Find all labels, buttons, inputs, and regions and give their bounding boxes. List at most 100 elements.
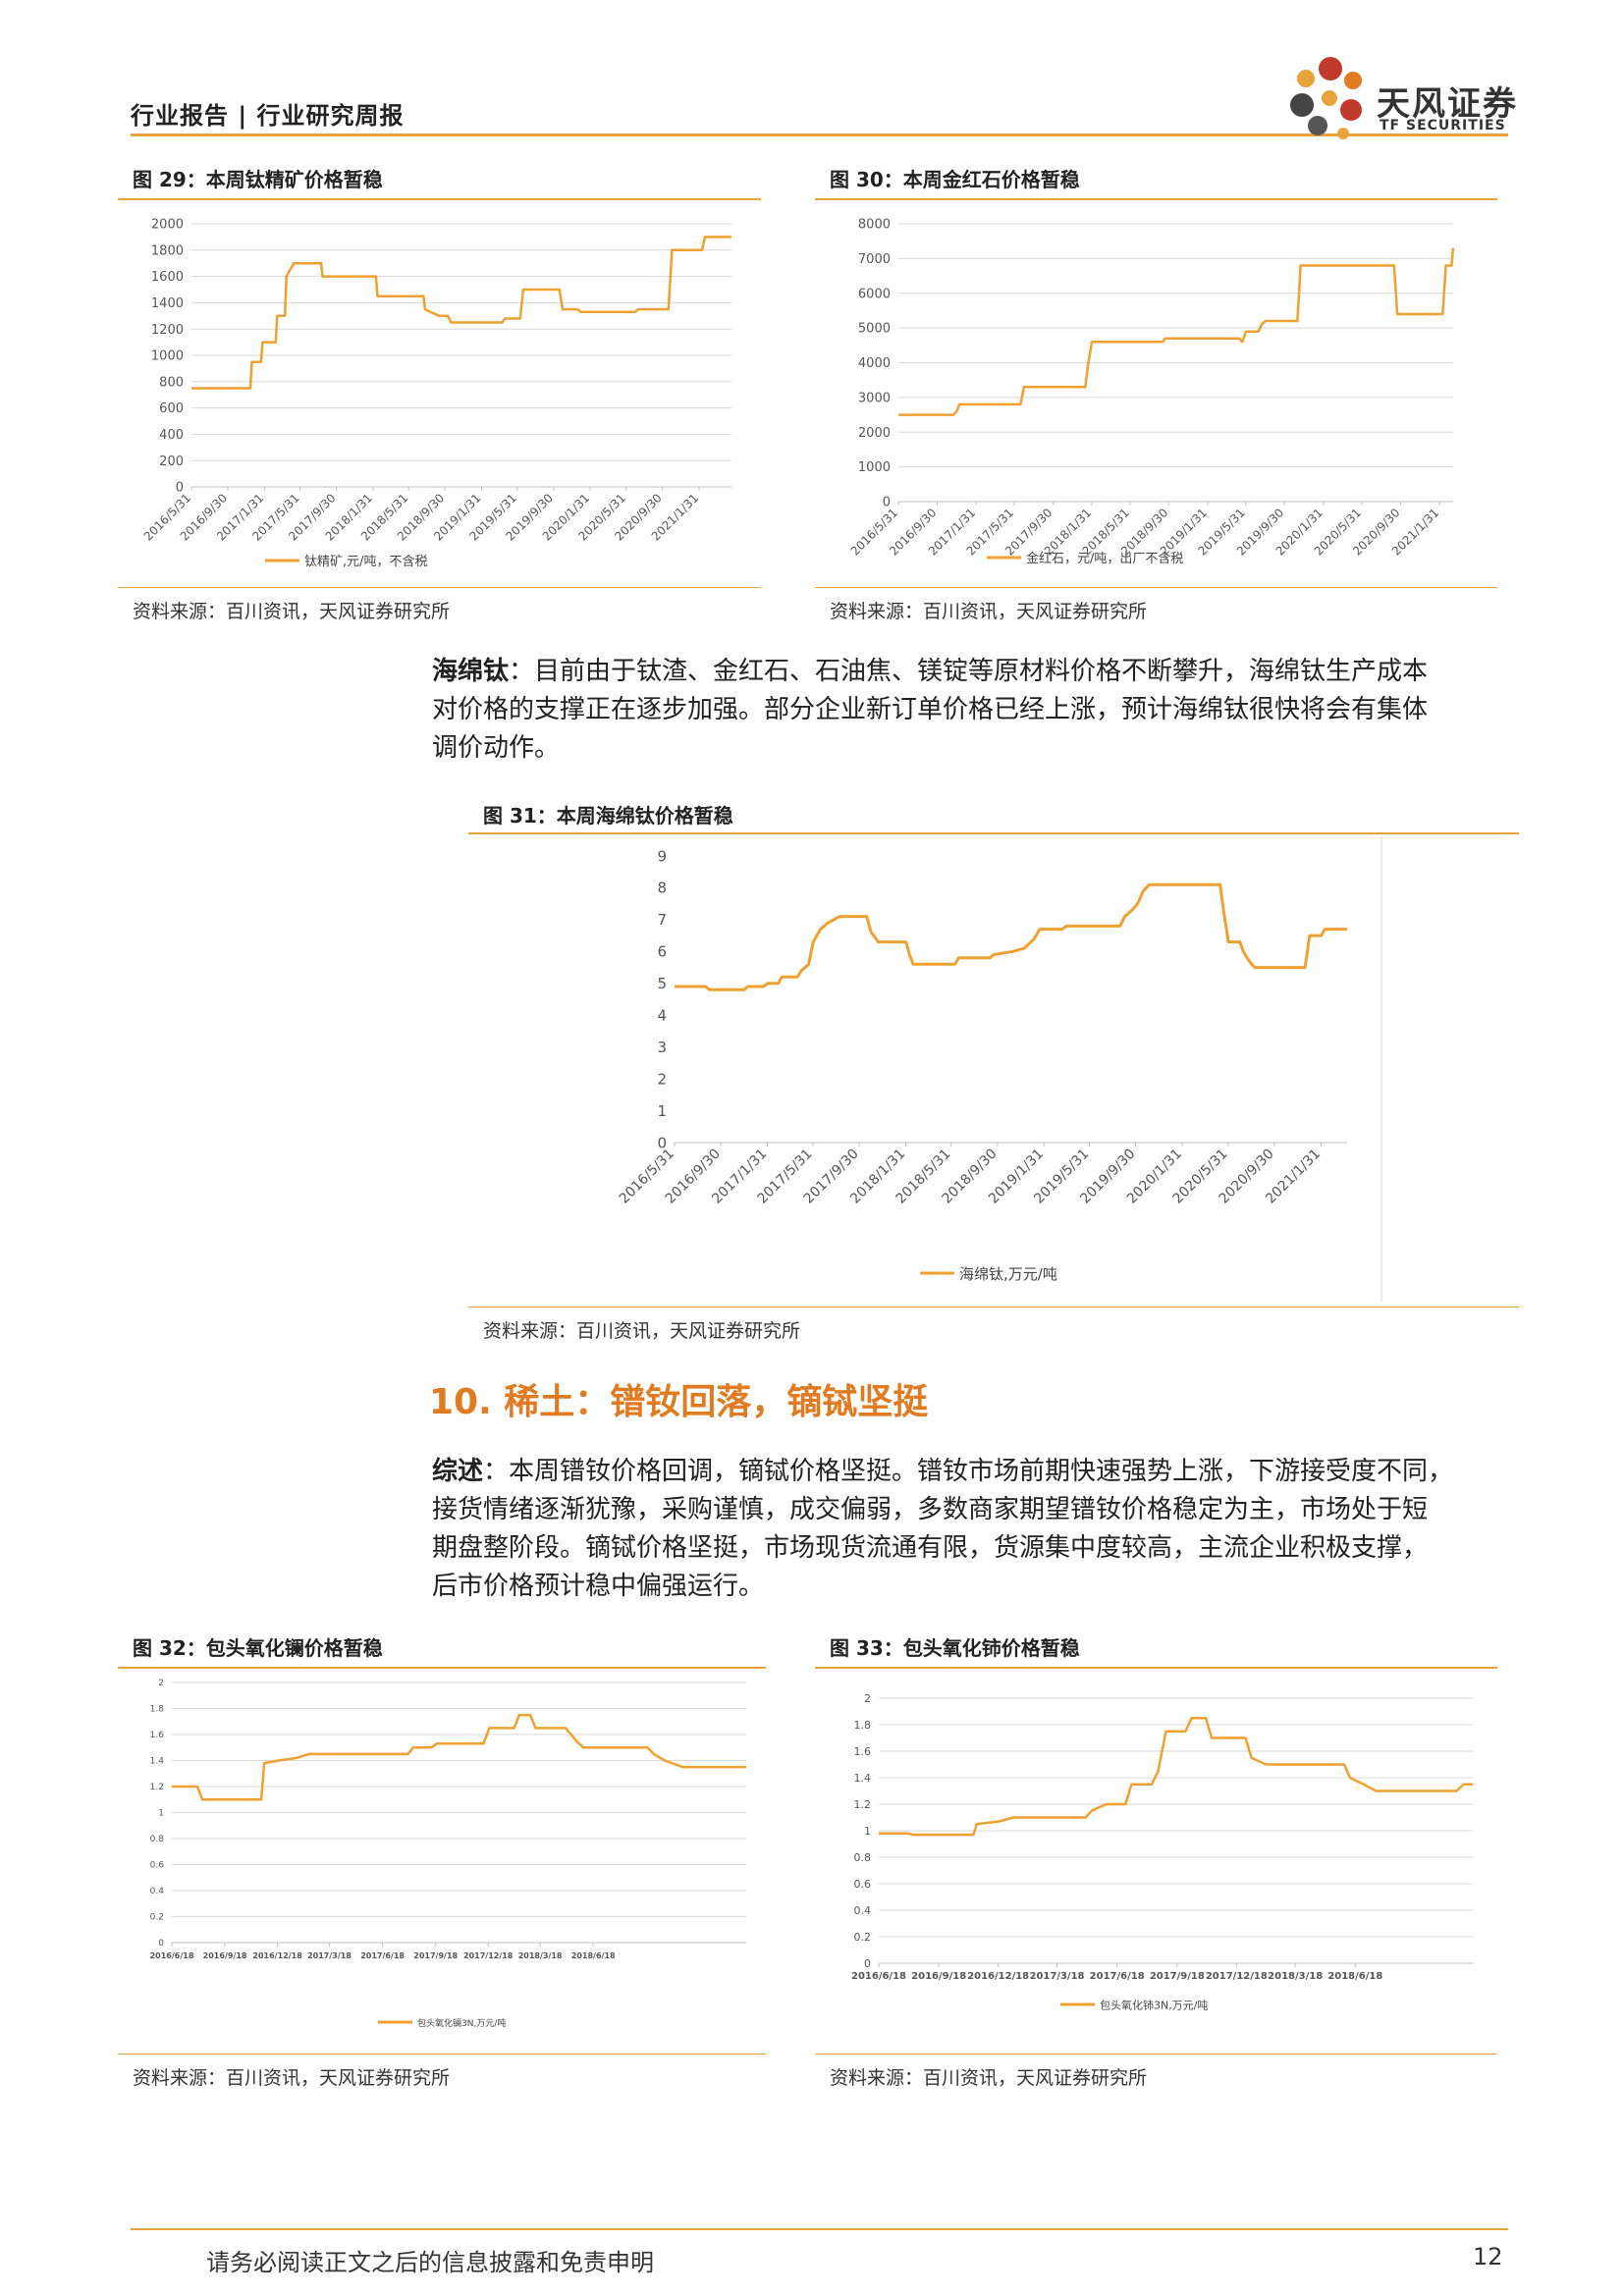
legend-label: 包头氧化镧3N,万元/吨 — [417, 2017, 506, 2029]
y-tick-label: 2000 — [151, 218, 184, 233]
paragraph2-lead: 综述 — [432, 1457, 484, 1486]
fig32-chart: 0 0.2 0.4 0.6 0.8 1 1.2 1.4 1.6 1.8 2 2016/6/18 2016… — [118, 1671, 766, 2049]
series-line — [172, 1713, 746, 1801]
paragraph-summary: 综述：本周镨钕价格回调，镝铽价格坚挺。镨钕市场前期快速强势上涨，下游接受度不同，… — [432, 1453, 1512, 1606]
y-tick-label: 4000 — [858, 356, 891, 371]
logo-mark-icon — [1290, 57, 1362, 139]
fig29-chart: 0 200 400 600 800 1000 1200 1400 1600 1800 2000 201… — [118, 202, 761, 585]
paragraph1-line-1: ：目前由于钛渣、金红石、石油焦、镁锭等原材料价格不断攀升，海绵钛生产成本 — [509, 657, 1429, 686]
y-tick-label: 0.6 — [150, 1861, 165, 1871]
x-tick-label: 2016/6/18 — [150, 1951, 194, 1960]
footer-rule — [131, 2228, 1508, 2230]
fig29-title: 图 29：本周钛精矿价格暂稳 — [133, 168, 383, 191]
y-tick-label: 2 — [657, 1070, 667, 1088]
y-tick-label: 0 — [176, 481, 184, 496]
fig32-top-rule — [118, 1667, 766, 1669]
series-line — [191, 236, 731, 390]
series-line — [879, 1717, 1473, 1837]
y-tick-label: 1.4 — [854, 1772, 872, 1785]
logo-text-en: TF SECURITIES — [1380, 118, 1506, 133]
y-tick-label: 6 — [657, 943, 667, 961]
paragraph2-line-4: 后市价格预计稳中偏强运行。 — [432, 1572, 765, 1601]
logo-text-cn: 天风证券 — [1377, 84, 1518, 124]
y-tick-label: 1.6 — [150, 1731, 165, 1740]
y-tick-label: 0.2 — [150, 1913, 164, 1923]
legend-label: 包头氧化铈3N,万元/吨 — [1100, 1999, 1208, 2012]
paragraph2-line-3: 期盘整阶段。镝铽价格坚挺，市场现货流通有限，货源集中度较高，主流企业积极支撑， — [432, 1533, 1429, 1563]
y-tick-label: 1.6 — [854, 1745, 872, 1758]
y-tick-label: 800 — [159, 375, 184, 390]
fig31-top-rule — [468, 832, 1519, 834]
y-tick-label: 4 — [657, 1006, 667, 1024]
legend-label: 海绵钛,万元/吨 — [959, 1265, 1057, 1283]
fig30-title: 图 30：本周金红石价格暂稳 — [830, 168, 1080, 191]
x-tick-label: 2018/3/18 — [518, 1951, 563, 1960]
x-tick-label: 2017/12/18 — [463, 1951, 514, 1960]
y-tick-label: 1000 — [858, 460, 891, 475]
fig31-bottom-rule — [468, 1307, 1519, 1308]
y-tick-label: 8000 — [858, 218, 891, 233]
paragraph1-lead: 海绵钛 — [432, 657, 510, 686]
y-tick-label: 0 — [158, 1939, 164, 1949]
y-tick-label: 0.8 — [854, 1851, 872, 1864]
y-tick-label: 8 — [657, 880, 667, 897]
paragraph-sponge-titanium: 海绵钛：目前由于钛渣、金红石、石油焦、镁锭等原材料价格不断攀升，海绵钛生产成本 … — [432, 653, 1512, 768]
fig30-svg: 0100020003000400050006000700080002016/5/… — [848, 218, 1455, 566]
fig30-chart: 0 1000 2000 3000 4000 5000 6000 7000 8000 2016/5/… — [815, 202, 1497, 585]
x-tick-label: 2018/3/18 — [1268, 1971, 1323, 1982]
x-tick-label: 2017/9/18 — [1150, 1971, 1205, 1982]
fig33-top-rule — [815, 1667, 1497, 1669]
y-tick-label: 0.6 — [854, 1878, 872, 1891]
fig33-svg: 0 0.2 0.4 0.6 0.8 1 1.2 1.4 1.6 1.8 2 2016/6/18 2016… — [851, 1692, 1474, 2012]
y-tick-label: 2 — [864, 1692, 871, 1705]
fig33-source: 资料来源：百川资讯，天风证券研究所 — [830, 2067, 1148, 2089]
paragraph1-line-2: 对价格的支撑正在逐步加强。部分企业新订单价格已经上涨，预计海绵钛很快将会有集体 — [432, 695, 1429, 724]
company-logo: 天风证券 TF SECURITIES — [1286, 51, 1522, 144]
fig29-svg: 0200400600800100012001400160018002000201… — [141, 218, 732, 569]
y-tick-label: 1 — [864, 1825, 871, 1838]
fig32-svg: 0 0.2 0.4 0.6 0.8 1 1.2 1.4 1.6 1.8 2 2016/6/18 2016… — [150, 1679, 747, 2029]
legend-label: 金红石，元/吨，出厂不含税 — [1026, 551, 1183, 566]
x-tick-label: 2017/12/18 — [1206, 1971, 1268, 1982]
paragraph1-line-3: 调价动作。 — [432, 733, 561, 763]
fig31-title: 图 31：本周海绵钛价格暂稳 — [483, 804, 733, 828]
fig29-source: 资料来源：百川资讯，天风证券研究所 — [133, 601, 451, 622]
y-tick-label: 3 — [657, 1039, 667, 1056]
y-tick-label: 0 — [864, 1957, 871, 1970]
y-tick-label: 1 — [657, 1102, 667, 1120]
fig33-bottom-rule — [815, 2054, 1497, 2055]
fig33-chart: 0 0.2 0.4 0.6 0.8 1 1.2 1.4 1.6 1.8 2 2016/6/18 2016… — [815, 1671, 1497, 2049]
header-rule — [131, 133, 1508, 136]
y-tick-label: 1.2 — [854, 1798, 872, 1811]
y-tick-label: 200 — [159, 454, 184, 469]
fig31-source: 资料来源：百川资讯，天风证券研究所 — [483, 1320, 801, 1342]
y-tick-label: 5 — [657, 975, 667, 992]
x-tick-label: 2017/6/18 — [1090, 1971, 1145, 1982]
y-tick-label: 1400 — [151, 296, 184, 311]
x-tick-label: 2017/6/18 — [360, 1951, 405, 1960]
y-tick-label: 2000 — [858, 426, 891, 441]
y-tick-label: 1200 — [151, 323, 184, 338]
y-tick-label: 0.8 — [150, 1835, 165, 1844]
fig29-bottom-rule — [118, 587, 761, 588]
footer-disclaimer: 请务必阅读正文之后的信息披露和免责申明 — [206, 2249, 654, 2276]
fig31-svg: 01234567892016/5/312016/9/302017/1/31201… — [617, 836, 1382, 1303]
y-tick-label: 0.4 — [150, 1887, 165, 1896]
y-tick-label: 1800 — [151, 243, 184, 258]
x-tick-label: 2016/12/18 — [967, 1971, 1029, 1982]
y-tick-label: 0.2 — [854, 1931, 872, 1944]
y-tick-label: 1.8 — [150, 1705, 165, 1715]
y-tick-label: 600 — [159, 401, 184, 416]
section-heading: 10. 稀土：镨钕回落，镝铽坚挺 — [429, 1382, 929, 1422]
header-title: 行业报告 | 行业研究周报 — [131, 102, 405, 130]
y-tick-label: 0 — [883, 496, 891, 510]
fig30-top-rule — [815, 198, 1497, 200]
y-tick-label: 9 — [657, 847, 667, 865]
y-tick-label: 1.8 — [854, 1719, 872, 1732]
x-tick-label: 2016/6/18 — [851, 1971, 906, 1982]
paragraph2-line-2: 接货情绪逐渐犹豫，采购谨慎，成交偏弱，多数商家期望镨钕价格稳定为主，市场处于短 — [432, 1495, 1429, 1524]
series-line — [675, 882, 1347, 991]
fig32-title: 图 32：包头氧化镧价格暂稳 — [133, 1636, 383, 1660]
x-tick-label: 2018/6/18 — [571, 1951, 616, 1960]
y-tick-label: 2 — [158, 1679, 164, 1688]
